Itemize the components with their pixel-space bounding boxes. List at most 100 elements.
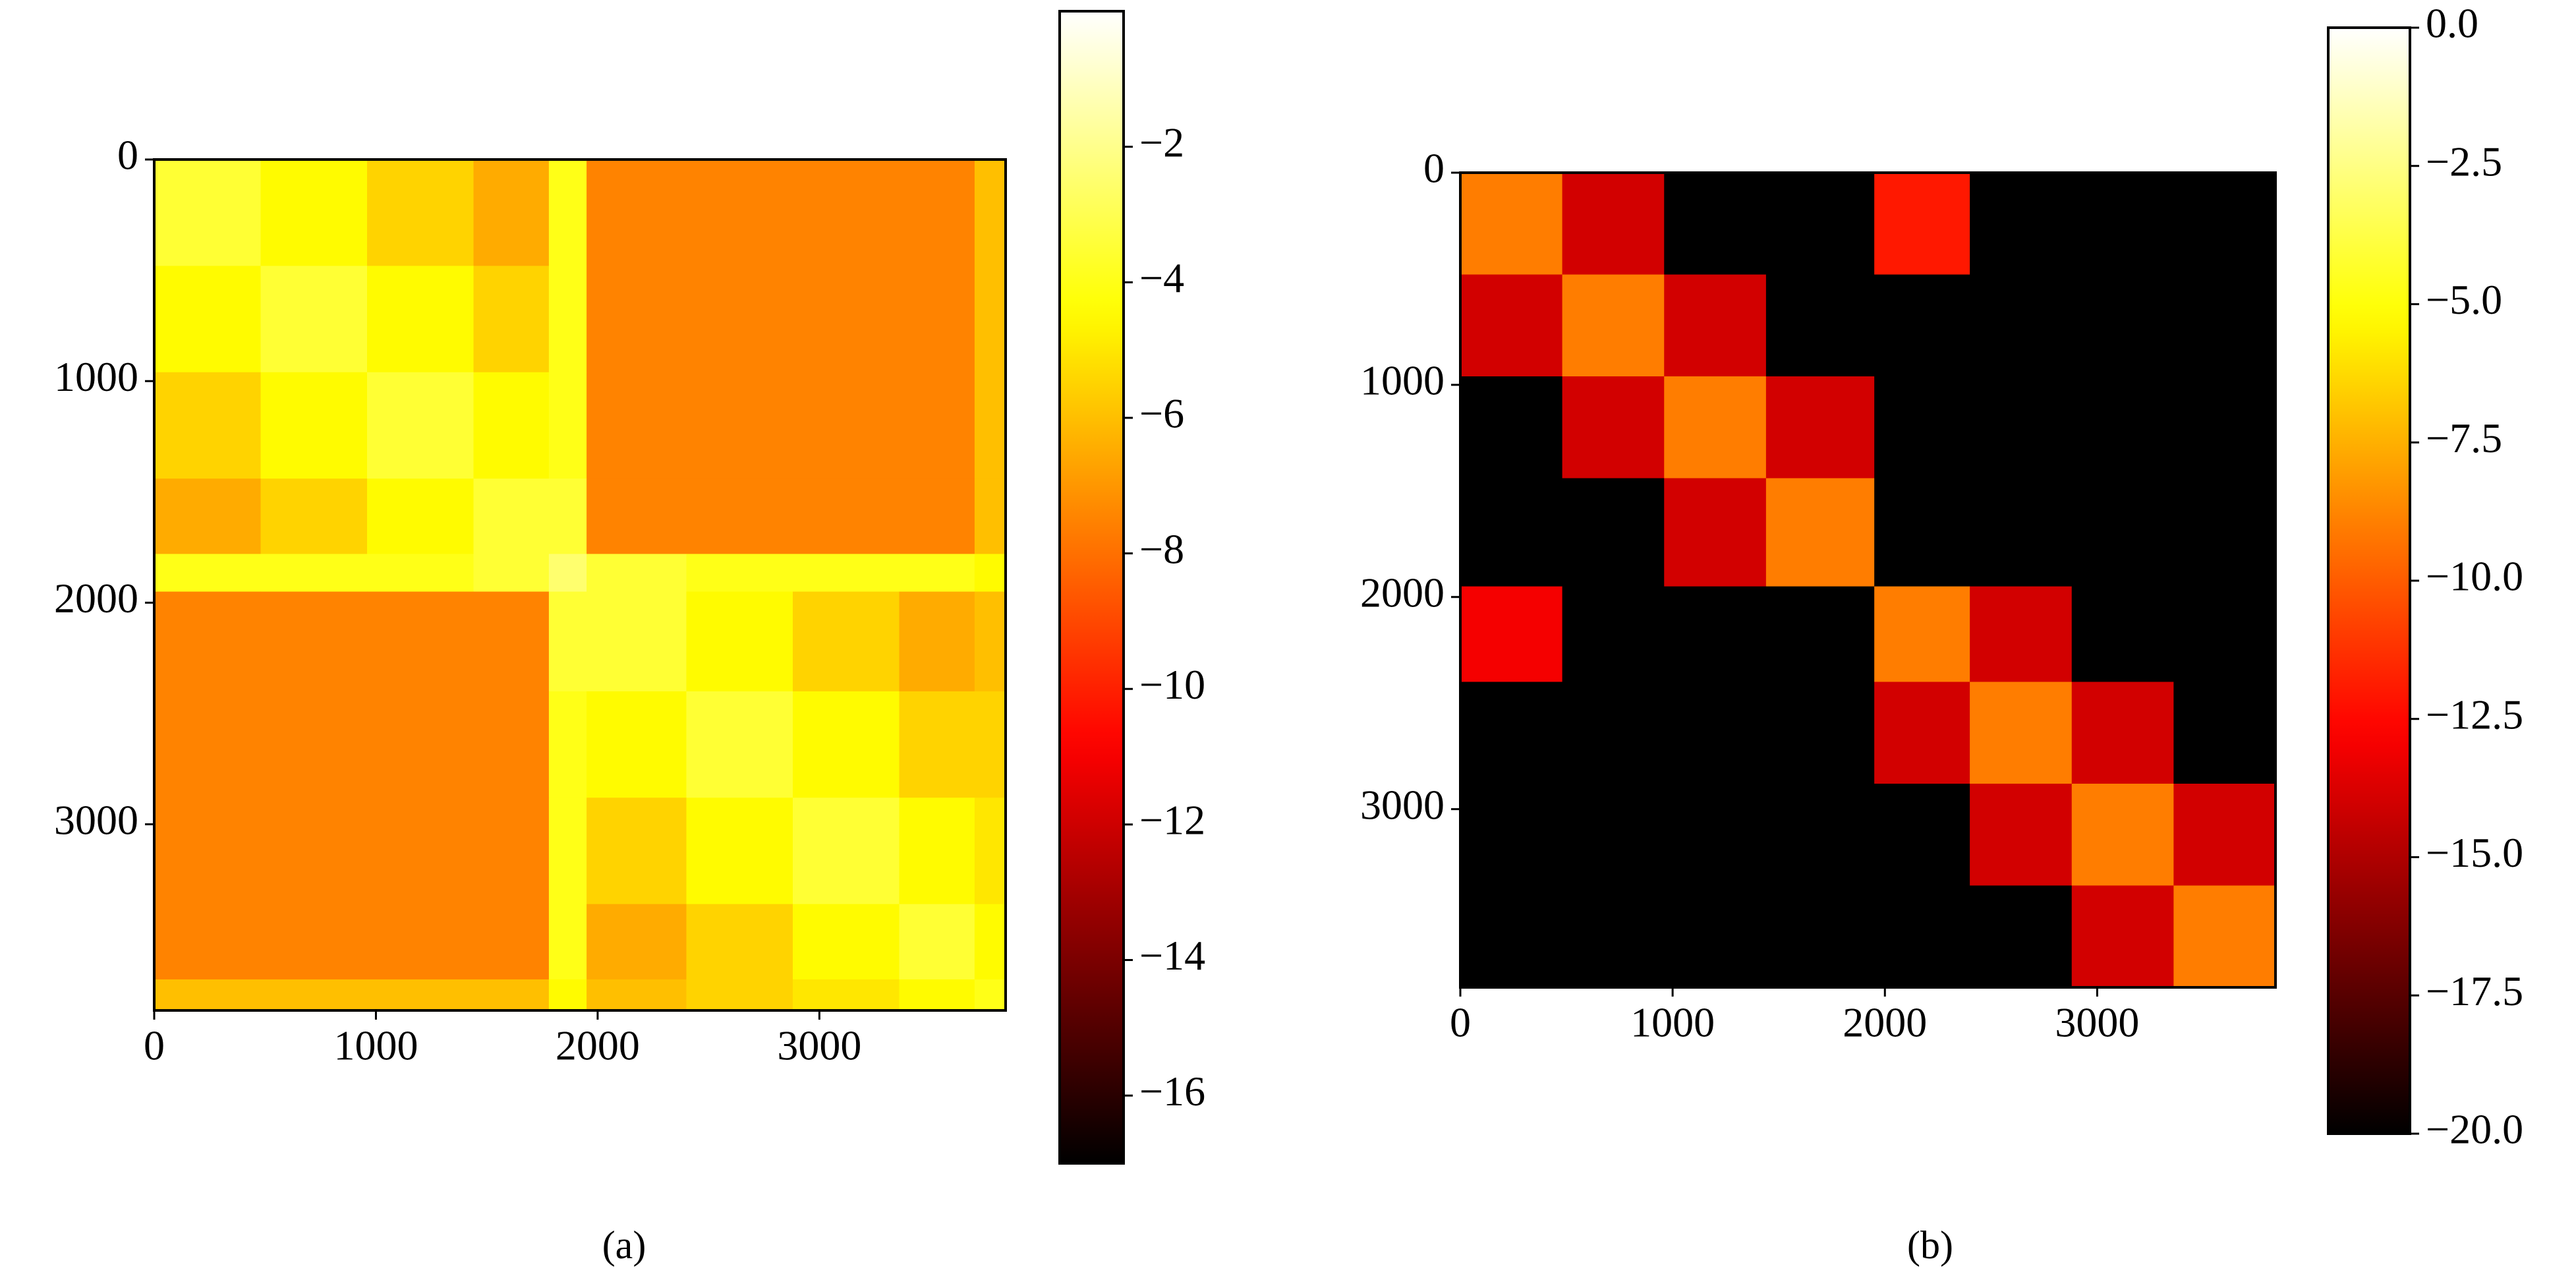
heatmap-cell: [974, 798, 1006, 905]
heatmap-cell: [367, 160, 474, 266]
heatmap-cell: [548, 691, 587, 798]
colorbar-tick-label: −16: [1139, 1068, 1205, 1115]
heatmap-cell: [1460, 885, 1563, 988]
heatmap-cell: [260, 904, 368, 980]
heatmap-cell: [587, 691, 687, 798]
heatmap-cell: [686, 591, 793, 692]
y-tick-label: 1000: [1360, 357, 1445, 404]
colorbar: [1058, 10, 1125, 1165]
heatmap-cell: [260, 554, 368, 593]
x-tick-label: 0: [144, 1022, 165, 1069]
heatmap-cell: [154, 979, 261, 1011]
heatmap-cell: [473, 479, 550, 554]
heatmap-cell: [154, 798, 261, 905]
heatmap-cell: [899, 691, 975, 798]
colorbar-tick-label: −2.5: [2426, 138, 2502, 185]
heatmap-cell: [2173, 784, 2276, 886]
heatmap-cell: [548, 554, 587, 593]
heatmap-cell: [1562, 274, 1665, 377]
heatmap-cell: [1664, 885, 1767, 988]
heatmap-cell: [686, 554, 793, 593]
heatmap-cell: [1664, 274, 1767, 377]
heatmap-cell: [367, 904, 474, 980]
colorbar-tick-label: −12: [1139, 797, 1205, 844]
heatmap-cell: [793, 160, 900, 266]
y-tick-label: 3000: [54, 796, 138, 843]
heatmap-cell: [260, 979, 368, 1011]
heatmap-cell: [548, 160, 587, 266]
caption: (a): [602, 1223, 646, 1267]
heatmap-cell: [473, 554, 550, 593]
heatmap-cell: [367, 372, 474, 479]
x-tick-label: 3000: [2055, 999, 2139, 1046]
heatmap-cell: [793, 979, 900, 1011]
heatmap-cell: [473, 904, 550, 980]
heatmap-cell: [793, 372, 900, 479]
heatmap-cell: [1970, 173, 2073, 275]
heatmap-cell: [2173, 274, 2276, 377]
heatmap-cell: [899, 372, 975, 479]
heatmap-cell: [1460, 586, 1563, 682]
heatmap-cell: [1765, 586, 1875, 682]
heatmap-cell: [1562, 682, 1665, 784]
heatmap-cell: [793, 798, 900, 905]
heatmap-cell: [1970, 885, 2073, 988]
heatmap-cell: [2071, 885, 2174, 988]
heatmap-cell: [899, 904, 975, 980]
heatmap-cell: [1874, 376, 1970, 479]
heatmap-cell: [473, 372, 550, 479]
heatmap-cell: [548, 798, 587, 905]
heatmap-cell: [686, 979, 793, 1011]
heatmap-cell: [1874, 274, 1970, 377]
heatmap-cell: [793, 479, 900, 554]
colorbar-tick-label: −8: [1139, 525, 1184, 572]
heatmap-cell: [974, 979, 1006, 1011]
y-tick-label: 2000: [1360, 569, 1445, 616]
heatmap-cell: [2071, 274, 2174, 377]
heatmap-cell: [2173, 885, 2276, 988]
x-tick-label: 2000: [1843, 999, 1927, 1046]
heatmap-cell: [974, 691, 1006, 798]
heatmap-cell: [154, 160, 261, 266]
heatmap-cell: [1664, 784, 1767, 886]
heatmap-cell: [1460, 173, 1563, 275]
heatmap-cell: [1460, 274, 1563, 377]
y-tick-label: 2000: [54, 575, 138, 622]
heatmap-cell: [1874, 586, 1970, 682]
heatmap-cell: [587, 372, 687, 479]
heatmap-cell: [686, 904, 793, 980]
heatmap-cell: [1664, 682, 1767, 784]
heatmap-cell: [974, 372, 1006, 479]
heatmap-cell: [587, 591, 687, 692]
heatmap-cell: [793, 691, 900, 798]
heatmap-cell: [1765, 274, 1875, 377]
heatmap-cell: [260, 160, 368, 266]
heatmap-cell: [974, 160, 1006, 266]
heatmap-cell: [367, 591, 474, 692]
heatmap-cell: [1970, 478, 2073, 587]
colorbar-tick-label: −12.5: [2426, 691, 2523, 738]
heatmap-cell: [1970, 586, 2073, 682]
heatmap-cell: [2173, 586, 2276, 682]
heatmap-cell: [473, 160, 550, 266]
heatmap-cell: [548, 479, 587, 554]
heatmap-cell: [686, 266, 793, 373]
heatmap-cell: [260, 479, 368, 554]
heatmap-cell: [1765, 173, 1875, 275]
heatmap-cell: [1765, 682, 1875, 784]
y-tick-label: 1000: [54, 353, 138, 400]
heatmap-cell: [1874, 784, 1970, 886]
heatmap-cell: [974, 904, 1006, 980]
heatmap-cell: [548, 372, 587, 479]
x-tick-label: 3000: [777, 1022, 861, 1069]
heatmap-cell: [1874, 173, 1970, 275]
heatmap-cell: [793, 266, 900, 373]
heatmap-cell: [154, 372, 261, 479]
heatmap-cell: [686, 798, 793, 905]
x-tick-label: 2000: [556, 1022, 640, 1069]
heatmap-cell: [587, 554, 687, 593]
heatmap-cell: [1765, 376, 1875, 479]
heatmap-cell: [473, 798, 550, 905]
heatmap-cell: [1562, 173, 1665, 275]
